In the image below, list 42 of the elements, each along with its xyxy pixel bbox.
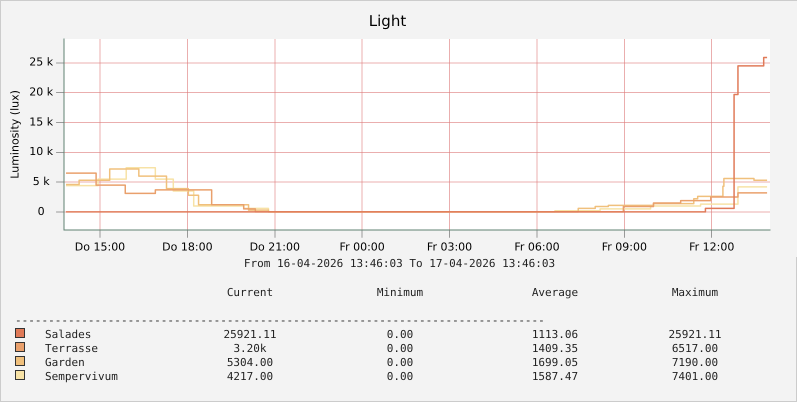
text: 7190.00 xyxy=(670,355,720,369)
x-tick-label: Do 15:00 xyxy=(74,240,126,254)
text: Average xyxy=(530,285,580,299)
y-axis-title: Luminosity (lux) xyxy=(8,90,22,179)
text: 1113.06 xyxy=(530,327,580,341)
x-tick-label: Fr 00:00 xyxy=(340,240,385,254)
text: 0.00 xyxy=(386,355,414,369)
x-tick-label: Fr 06:00 xyxy=(514,240,560,254)
text: Current xyxy=(226,285,274,299)
text: 3.20k xyxy=(232,341,268,355)
legend-label: Salades xyxy=(45,327,92,341)
legend-label: Garden xyxy=(45,355,86,369)
x-tick-label: Do 21:00 xyxy=(250,240,300,254)
text: 5304.00 xyxy=(226,355,274,369)
text: 1409.35 xyxy=(530,341,580,355)
text: 0.00 xyxy=(386,369,414,383)
y-tick-label: 5 k xyxy=(32,174,50,188)
y-tick-label: 0 xyxy=(38,204,45,218)
text: 25921.11 xyxy=(222,327,278,341)
text: Maximum xyxy=(670,285,720,299)
x-tick-label: Fr 12:00 xyxy=(689,240,734,254)
y-tick-label: 25 k xyxy=(29,56,54,69)
text: 0.00 xyxy=(386,327,414,341)
text: 0.00 xyxy=(386,341,414,355)
text: Minimum xyxy=(376,285,424,299)
y-tick-label: 15 k xyxy=(29,115,54,128)
y-tick-label: 10 k xyxy=(29,145,54,158)
text: -------------------------------------------------------------------------------- xyxy=(15,313,546,327)
text: 25921.11 xyxy=(668,327,722,341)
y-tick-label: 20 k xyxy=(29,86,54,99)
text: 4217.00 xyxy=(226,369,274,383)
text: 6517.00 xyxy=(670,341,720,355)
x-tick-label: Fr 09:00 xyxy=(602,240,647,254)
text: 7401.00 xyxy=(670,369,720,383)
x-tick-label: Fr 03:00 xyxy=(426,240,472,254)
legend-label: Terrasse xyxy=(45,341,99,355)
text: 1587.47 xyxy=(530,369,580,383)
text: 1699.05 xyxy=(530,355,580,369)
x-tick-label: Do 18:00 xyxy=(162,240,213,254)
chart-title: Light xyxy=(368,12,406,30)
text: From 16-04-2026 13:46:03 To 17-04-2026 13:46:03 xyxy=(242,257,556,270)
legend-label: Sempervivum xyxy=(45,369,119,383)
